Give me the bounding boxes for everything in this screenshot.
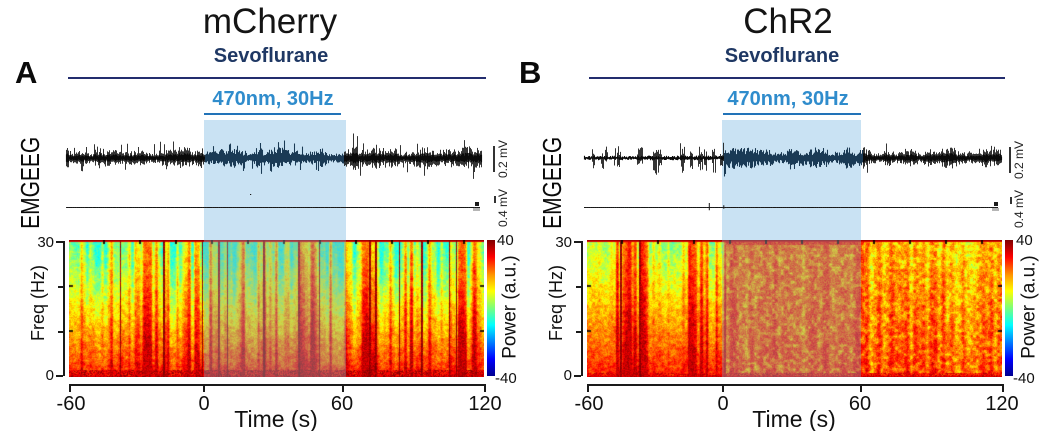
panel-b-colorbar — [1005, 240, 1013, 376]
panel-b-ytick-30 — [574, 241, 581, 243]
panel-a-ytick-0 — [56, 375, 63, 377]
panel-b-xtick-120 — [1002, 384, 1004, 392]
panel-a-eeg-scalebar-line — [493, 146, 495, 172]
panel-b-xaxis-title: Time (s) — [752, 406, 836, 431]
panel-a-anesthesia-bar — [68, 77, 486, 79]
panel-b-eeg-scalebar-line — [1009, 147, 1011, 173]
panel-b-eeg-label: EEG — [538, 136, 568, 182]
panel-b-xlabel-60: 60 — [848, 393, 872, 415]
panel-a-title: mCherry — [202, 2, 338, 41]
panel-a-xaxis-title: Time (s) — [234, 406, 318, 431]
panel-a-emg-end-smudge — [473, 208, 480, 211]
panel-b-xtick-0 — [722, 384, 724, 392]
panel-b-emg-trace — [586, 207, 997, 208]
panel-a-ytick-30 — [56, 241, 63, 243]
panel-b-emg-label: EMG — [538, 181, 568, 229]
panel-a-xlabel-m60: -60 — [56, 393, 86, 415]
panel-b-emg-scalebar-label: 0.4 mV — [1012, 189, 1026, 229]
panel-b-ylabel-0: 0 — [563, 367, 572, 384]
panel-a-traces — [65, 133, 483, 208]
panel-a-colorbar-title: Power (a.u.) — [499, 255, 521, 359]
panel-b-emg-end-smudge — [992, 208, 999, 211]
panel-a-colorbar — [487, 240, 495, 376]
panel-b-xtick-60 — [860, 384, 862, 392]
panel-a-xtick-m60 — [69, 384, 71, 392]
panel-b-ytick-0 — [574, 375, 581, 377]
panel-b-yaxis — [581, 241, 583, 376]
panel-a-yaxis-title: Freq (Hz) — [28, 265, 48, 341]
panel-b-stim-bar — [723, 112, 861, 115]
panel-a-colorbar-min: -40 — [495, 370, 517, 387]
panel-b-colorbar-title: Power (a.u.) — [1018, 255, 1040, 359]
panel-a-emg-trace — [66, 207, 479, 208]
panel-a-emg-end-marker — [475, 202, 479, 206]
panel-b-eeg-trace-stim-segment — [723, 147, 864, 177]
panel-b-emg-end-marker — [994, 202, 998, 206]
panel-b-title: ChR2 — [743, 2, 833, 41]
panel-a-ylabel-30: 30 — [37, 234, 54, 251]
panel-b-xaxis — [587, 384, 1003, 386]
panel-a-stim-shade-traces — [204, 120, 346, 240]
panel-b-spectrogram — [587, 240, 1002, 377]
panel-b-stim-shade-traces — [722, 120, 861, 240]
panel-a-stim-bar — [204, 112, 341, 115]
panel-b-xlabel-120: 120 — [985, 393, 1019, 415]
panel-a-emg-baseline — [66, 194, 480, 208]
panel-a-anesthesia-label: Sevoflurane — [213, 45, 329, 67]
panel-a-xlabel-0: 0 — [198, 393, 210, 415]
panel-a-ylabel-0: 0 — [45, 367, 54, 384]
panel-a-ytick-20 — [58, 286, 63, 288]
panel-b-eeg-scalebar-label: 0.2 mV — [1012, 140, 1026, 180]
panel-a-yaxis — [63, 241, 65, 376]
panel-a-emg-scalebar-line — [494, 196, 496, 203]
panel-b-emg-baseline — [584, 203, 998, 211]
panel-a-emg-scalebar-label: 0.4 mV — [496, 188, 510, 228]
panel-a-letter: A — [15, 55, 38, 90]
panel-b-xlabel-m60: -60 — [574, 393, 604, 415]
panel-a-xtick-0 — [203, 384, 205, 392]
panel-b-colorbar-min: -40 — [1013, 370, 1035, 387]
panel-b-ytick-20 — [576, 286, 581, 288]
panel-b-anesthesia-label: Sevoflurane — [724, 45, 840, 67]
panel-b-yaxis-title: Freq (Hz) — [546, 265, 566, 341]
panel-a-xtick-60 — [342, 384, 344, 392]
panel-b-stim-label: 470nm, 30Hz — [727, 88, 849, 110]
panel-a-eeg-scalebar-label: 0.2 mV — [496, 139, 510, 179]
panel-b-anesthesia-bar — [589, 77, 1005, 79]
panel-a-ytick-10 — [58, 331, 63, 333]
panel-a-xtick-120 — [484, 384, 486, 392]
panel-a-stim-shade-spectrogram — [204, 240, 346, 377]
panel-a-xaxis — [69, 384, 486, 386]
panel-a-spectrogram — [69, 240, 484, 377]
panel-b-traces — [583, 142, 1003, 211]
panel-a-eeg-label: EEG — [16, 136, 46, 182]
panel-b-stim-shade-spectrogram — [722, 240, 861, 377]
panel-b-letter: B — [519, 55, 542, 90]
panel-b-ylabel-30: 30 — [555, 234, 572, 251]
panel-a-xlabel-120: 120 — [468, 393, 502, 415]
panel-b-xtick-m60 — [587, 384, 589, 392]
panel-b-emg-scalebar-line — [1010, 197, 1012, 204]
panel-b-colorbar-max: 40 — [1016, 232, 1033, 249]
panel-a-eeg-trace-stim-segment — [204, 140, 345, 174]
panel-b-ytick-10 — [576, 331, 581, 333]
panel-a-stim-label: 470nm, 30Hz — [212, 88, 334, 110]
panel-a-colorbar-max: 40 — [497, 232, 514, 249]
panel-a-emg-label: EMG — [16, 181, 46, 229]
panel-a-xlabel-60: 60 — [330, 393, 354, 415]
panel-b-xlabel-0: 0 — [717, 393, 729, 415]
